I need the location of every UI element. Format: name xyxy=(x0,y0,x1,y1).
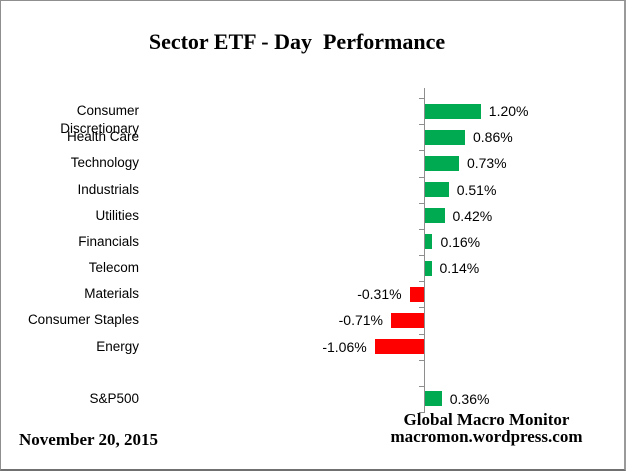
footer-date: November 20, 2015 xyxy=(19,430,158,449)
category-label: Utilities xyxy=(95,207,139,223)
category-label: S&P500 xyxy=(89,390,139,406)
chart-title: Sector ETF - Day Performance xyxy=(148,29,446,54)
footer-source: Global Macro Monitor macromon.wordpress.… xyxy=(384,410,589,446)
axis-tick xyxy=(419,359,425,361)
axis-tick xyxy=(419,255,425,257)
value-label: 0.16% xyxy=(440,233,481,250)
axis-tick xyxy=(419,307,425,309)
axis-tick xyxy=(419,385,425,387)
category-label: Financials xyxy=(78,233,139,249)
category-label: Health Care xyxy=(66,129,139,145)
negative-bar xyxy=(374,339,424,355)
value-axis xyxy=(424,88,425,413)
category-label: Consumer Staples xyxy=(27,312,139,328)
positive-bar xyxy=(425,103,481,119)
category-label: Telecom xyxy=(88,260,139,276)
positive-bar xyxy=(425,208,445,224)
category-label: Industrials xyxy=(77,181,139,197)
value-label: -0.71% xyxy=(338,312,383,329)
negative-bar xyxy=(390,312,424,328)
positive-bar xyxy=(425,129,465,145)
category-label: Energy xyxy=(96,338,139,354)
value-label: -0.31% xyxy=(357,286,402,303)
category-label: Materials xyxy=(84,286,139,302)
value-label: -1.06% xyxy=(322,338,367,355)
negative-bar xyxy=(409,286,424,302)
positive-bar xyxy=(425,155,459,171)
footer-source-line2: macromon.wordpress.com xyxy=(390,426,583,446)
value-label: 0.86% xyxy=(472,129,513,146)
positive-bar xyxy=(425,234,433,250)
axis-tick xyxy=(419,281,425,283)
positive-bar xyxy=(425,391,442,407)
axis-tick xyxy=(419,150,425,152)
axis-tick xyxy=(419,202,425,204)
axis-tick xyxy=(419,124,425,126)
positive-bar xyxy=(425,182,449,198)
value-label: 1.20% xyxy=(488,103,529,120)
axis-tick xyxy=(419,176,425,178)
category-label: Consumer Discretionary xyxy=(60,103,139,137)
value-label: 0.73% xyxy=(466,155,507,172)
axis-tick xyxy=(419,228,425,230)
axis-tick xyxy=(419,98,425,99)
axis-tick xyxy=(419,333,425,335)
category-label xyxy=(1,364,139,382)
axis-tick xyxy=(419,412,425,414)
footer-source-line1: Global Macro Monitor xyxy=(403,410,570,429)
positive-bar xyxy=(425,260,432,276)
category-label: Technology xyxy=(70,155,139,171)
value-label: 0.14% xyxy=(439,260,480,277)
value-label: 0.42% xyxy=(452,207,493,224)
value-label: 0.51% xyxy=(456,181,497,198)
value-label: 0.36% xyxy=(449,390,490,407)
